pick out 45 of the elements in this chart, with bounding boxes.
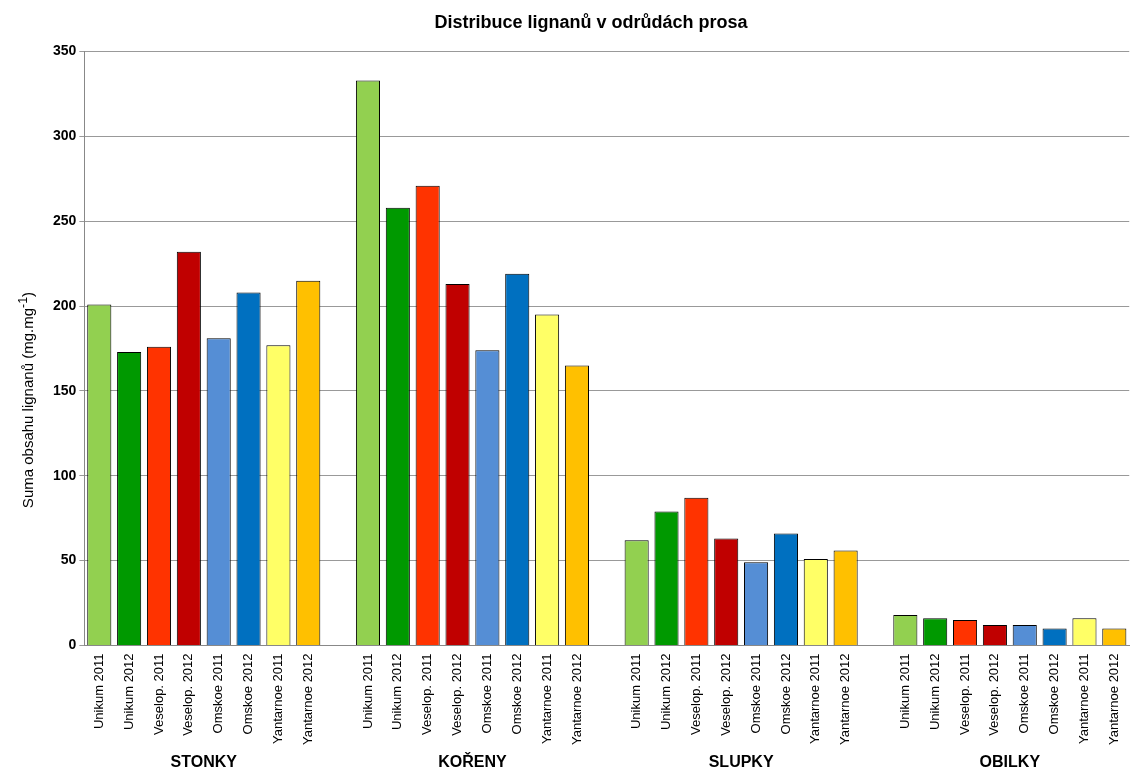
x-tick-label: Omskoe 2012 xyxy=(240,653,256,735)
x-tick-label: Veselop. 2012 xyxy=(180,653,196,736)
x-tick-label: Unikum 2012 xyxy=(389,653,405,731)
x-tick-label: Veselop. 2011 xyxy=(419,653,435,735)
y-tick-label: 300 xyxy=(53,127,77,144)
y-tick-label: 50 xyxy=(60,551,77,568)
x-tick-label: Omskoe 2011 xyxy=(1016,653,1032,734)
x-tick-label: Omskoe 2012 xyxy=(1046,653,1062,735)
text: OBILKY xyxy=(979,753,1041,771)
x-tick-label: Veselop. 2012 xyxy=(449,653,465,736)
x-tick-label: Veselop. 2011 xyxy=(956,653,972,735)
x-tick-label: Unikum 2012 xyxy=(120,653,136,731)
x-tick-label: Yantarnoe 2012 xyxy=(1105,653,1121,745)
text: SLUPKY xyxy=(708,753,774,771)
x-tick-label: Yantarnoe 2012 xyxy=(837,653,853,745)
x-tick-label: Yantarnoe 2012 xyxy=(299,653,315,745)
x-tick-label: Veselop. 2011 xyxy=(150,653,166,735)
text: KOŘENY xyxy=(438,752,508,771)
x-tick-label: Omskoe 2012 xyxy=(777,653,793,735)
x-tick-label: Yantarnoe 2011 xyxy=(538,653,554,745)
x-tick-label: Veselop. 2011 xyxy=(687,653,703,735)
x-tick-label: Veselop. 2012 xyxy=(717,653,733,736)
y-tick-label: 250 xyxy=(53,212,77,229)
x-tick-label: Yantarnoe 2011 xyxy=(807,653,823,745)
x-tick-label: Omskoe 2012 xyxy=(508,653,524,735)
y-tick-label: 350 xyxy=(53,42,77,59)
x-tick-label: Veselop. 2012 xyxy=(986,653,1002,736)
x-tick-label: Omskoe 2011 xyxy=(747,653,763,734)
x-tick-label: Yantarnoe 2011 xyxy=(1076,653,1092,745)
text: STONKY xyxy=(170,753,238,771)
y-tick-label: 150 xyxy=(53,381,77,398)
x-tick-label: Unikum 2011 xyxy=(628,653,644,730)
x-tick-label: Yantarnoe 2011 xyxy=(269,653,285,745)
x-tick-label: Omskoe 2011 xyxy=(478,653,494,734)
x-tick-label: Unikum 2012 xyxy=(658,653,674,731)
y-tick-label: 200 xyxy=(53,296,77,313)
y-tick-label: 100 xyxy=(53,466,77,483)
x-tick-label: Unikum 2011 xyxy=(896,653,912,730)
x-tick-label: Yantarnoe 2012 xyxy=(568,653,584,745)
y-tick-label: 0 xyxy=(68,636,77,653)
x-tick-label: Omskoe 2011 xyxy=(210,653,226,734)
x-tick-label: Unikum 2012 xyxy=(926,653,942,731)
x-tick-label: Unikum 2011 xyxy=(359,653,375,730)
x-tick-label: Unikum 2011 xyxy=(90,653,106,730)
chart-title: Distribuce lignanů v odrůdách prosa xyxy=(434,11,749,32)
